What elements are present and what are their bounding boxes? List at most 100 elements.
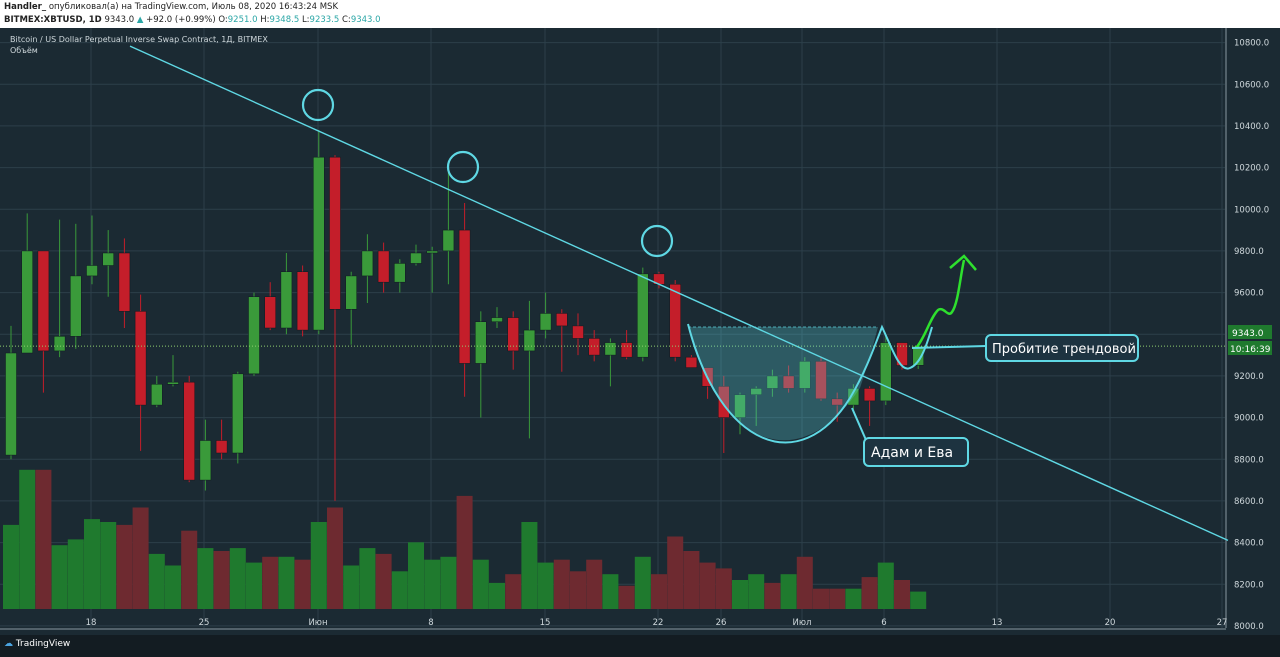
breakout-label: Пробитие трендовой <box>992 342 1136 357</box>
candle-body <box>637 273 649 358</box>
candle-body <box>847 388 860 406</box>
price-tick-label: 8600.0 <box>1234 497 1264 507</box>
candle-body <box>458 229 471 364</box>
volume-bar <box>262 556 279 609</box>
candle-body <box>296 271 309 331</box>
candle-body <box>491 317 503 323</box>
candle-body <box>831 398 843 406</box>
volume-bar <box>359 548 376 609</box>
volume-bar <box>100 522 117 609</box>
volume-bar <box>829 588 846 609</box>
volume-bar <box>699 562 716 609</box>
price-tick-label: 10600.0 <box>1234 80 1269 90</box>
descending-trendline <box>129 45 1229 541</box>
volume-bar <box>877 562 894 609</box>
volume-bar <box>310 522 327 609</box>
time-tick-label: 25 <box>199 618 210 628</box>
volume-bar <box>391 571 408 609</box>
candle-body <box>782 375 795 389</box>
candle-body <box>572 325 584 339</box>
chart-area[interactable]: Пробитие трендовой Адам и Ева 8000.0 8200… <box>0 28 1280 635</box>
price-tick-label: 9800.0 <box>1234 247 1264 257</box>
last-price: 9343.0 <box>104 15 135 25</box>
volume-bar <box>715 568 732 609</box>
volume-bar <box>667 536 684 609</box>
countdown-tag: 10:16:39 <box>1230 345 1271 355</box>
time-tick-label: 6 <box>881 618 886 628</box>
candle-body <box>37 250 50 352</box>
publish-info: Handler_ опубликовал(а) на TradingView.c… <box>4 2 338 12</box>
chart-title: Bitcoin / US Dollar Perpetual Inverse Sw… <box>10 35 268 44</box>
volume-bar <box>553 559 570 609</box>
candle-body <box>70 275 82 337</box>
time-tick-label: 8 <box>428 618 433 628</box>
breakout-label-box <box>985 334 1139 362</box>
projection-arrow <box>915 259 966 349</box>
low-value: 9233.5 <box>309 15 340 25</box>
candle-body <box>442 229 455 252</box>
tradingview-logo[interactable]: ☁ TradingView <box>4 639 70 649</box>
volume-bar <box>246 562 262 609</box>
volume-bar <box>634 556 651 609</box>
candle-body <box>815 361 827 400</box>
time-axis: 18 25 Июн 8 15 22 26 Июл 6 13 20 27 <box>86 618 1228 628</box>
projection-arrowhead <box>949 254 977 271</box>
volume-bar <box>440 556 457 609</box>
candle-body <box>507 317 519 352</box>
author-name[interactable]: Handler_ <box>4 2 47 12</box>
candle-body <box>734 394 746 418</box>
volume-bar <box>116 524 133 609</box>
price-tick-label: 8000.0 <box>1234 622 1264 632</box>
tradingview-cloud-icon: ☁ <box>4 639 13 649</box>
adam-eve-label-box <box>863 437 969 467</box>
candle-body <box>685 356 698 368</box>
volume-bar <box>732 580 748 609</box>
candle-body <box>588 338 600 356</box>
volume-bar <box>910 591 927 609</box>
price-tags: 9343.0 10:16:39 <box>1228 325 1272 355</box>
high-value: 9348.5 <box>269 15 300 25</box>
price-tick-label: 8800.0 <box>1234 455 1264 465</box>
candle-body <box>53 336 66 352</box>
volume-bar <box>343 565 360 609</box>
volume-bar <box>489 582 505 609</box>
breakout-callout-line <box>911 345 987 349</box>
candle-body <box>183 381 195 481</box>
volume-bar <box>148 553 165 609</box>
volume-bar <box>84 519 100 609</box>
volume-bar <box>197 548 214 609</box>
volume-bar <box>278 556 295 609</box>
volume-bar <box>229 548 246 609</box>
volume-bar <box>894 580 910 609</box>
chart-header: Handler_ опубликовал(а) на TradingView.c… <box>0 0 1280 28</box>
volume-bar <box>796 556 813 609</box>
candle-body <box>750 388 762 395</box>
volume-bar <box>748 574 765 609</box>
price-tick-label: 8400.0 <box>1234 539 1264 549</box>
volume-bar <box>165 565 181 609</box>
candle-body <box>880 342 892 402</box>
time-tick-label: Июн <box>308 618 327 628</box>
volume-bar <box>3 524 19 609</box>
open-value: 9251.0 <box>227 15 258 25</box>
candle-body <box>410 252 422 264</box>
price-chart[interactable]: Пробитие трендовой Адам и Ева 8000.0 8200… <box>0 28 1280 635</box>
candle-body <box>394 263 406 283</box>
close-value: 9343.0 <box>350 15 381 25</box>
tradingview-brand: TradingView <box>15 639 71 649</box>
price-tick-label: 10800.0 <box>1234 39 1269 49</box>
time-tick-label: 13 <box>992 618 1003 628</box>
symbol-label: BITMEX:XBTUSD, 1D <box>4 15 102 25</box>
grid <box>0 28 1227 630</box>
price-tag: 9343.0 <box>1232 329 1264 339</box>
volume-bar <box>375 553 392 609</box>
touch-circle-1 <box>301 88 335 122</box>
candle-body <box>799 361 811 389</box>
candle-body <box>264 296 276 329</box>
volume-bar <box>521 522 538 609</box>
candle-body <box>426 250 438 254</box>
footer: ☁ TradingView <box>0 635 1280 657</box>
adam-eve-callout-line <box>851 407 867 441</box>
candle-body <box>718 386 730 418</box>
touch-circle-2 <box>446 150 480 184</box>
